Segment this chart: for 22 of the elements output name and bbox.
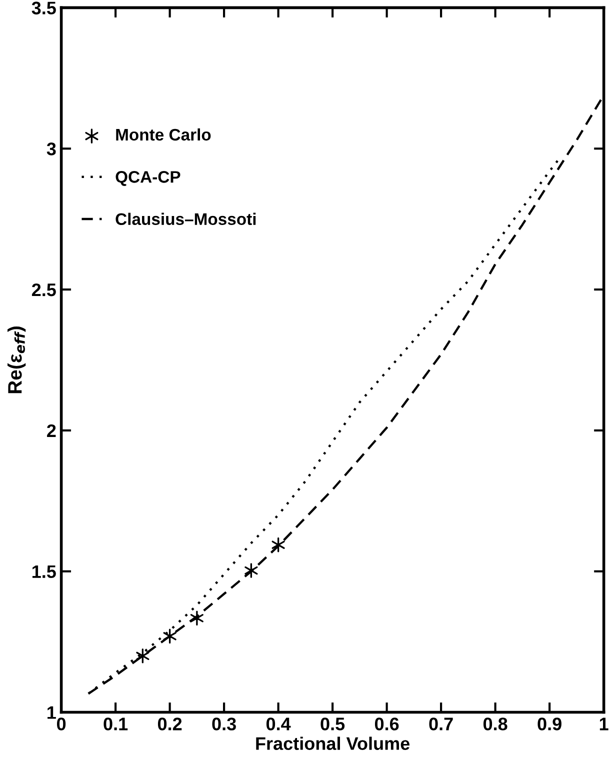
x-axis-title: Fractional Volume — [256, 736, 410, 750]
y-tick-label: 1 — [48, 706, 56, 719]
x-tick-label: 1 — [600, 718, 608, 730]
x-tick-label: 0.6 — [374, 718, 399, 730]
x-tick-label: 0 — [56, 718, 66, 730]
x-tick-label: 0.7 — [429, 718, 453, 730]
x-tick-label: 0.9 — [538, 718, 562, 730]
y-axis-title: Re(ε$_{eff}$) — [8, 326, 26, 394]
x-tick-label: 0.4 — [266, 718, 291, 730]
x-tick-label: 0.2 — [158, 718, 182, 730]
x-tick-label: 0.8 — [483, 718, 508, 730]
legend-label: Monte Carlo — [116, 128, 211, 141]
x-tick-label: 0.3 — [212, 718, 236, 730]
y-tick-label: 1.5 — [32, 565, 56, 578]
legend-label: Clausius–Mossoti — [116, 212, 256, 226]
y-tick-label: 2.5 — [32, 283, 56, 296]
y-tick-label: 2 — [47, 424, 56, 437]
x-tick-label: 0.5 — [320, 718, 345, 730]
y-tick-label: 3 — [46, 142, 56, 156]
y-tick-label: 3.5 — [32, 2, 56, 14]
x-tick-label: 0.1 — [104, 718, 128, 730]
legend-label: QCA-CP — [116, 171, 180, 186]
